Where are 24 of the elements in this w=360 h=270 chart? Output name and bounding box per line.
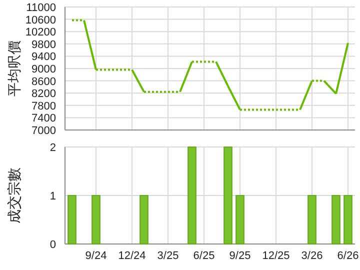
y-tick-label: 8600 — [32, 76, 56, 88]
y-tick-label: 9000 — [32, 64, 56, 76]
y-tick-label: 2 — [50, 142, 56, 154]
y-tick-label: 7800 — [32, 100, 56, 112]
y-tick-label: 7000 — [32, 125, 56, 137]
y-axis-title: 成交宗數 — [6, 168, 22, 224]
y-tick-label: 10200 — [25, 26, 56, 39]
x-tick-label: 9/25 — [229, 250, 251, 262]
x-tick-label: 6/26 — [337, 250, 359, 262]
y-tick-label: 9400 — [32, 51, 56, 64]
x-tick-label: 6/25 — [193, 250, 215, 262]
y-tick-label: 0 — [50, 239, 56, 251]
y-tick-label: 10600 — [25, 14, 56, 26]
y-axis-title: 平均呎價 — [6, 40, 22, 96]
x-tick-label: 3/25 — [157, 250, 179, 262]
y-tick-label: 7400 — [32, 112, 56, 125]
y-tick-label: 9800 — [32, 38, 56, 51]
y-tick-label: 1 — [50, 190, 56, 202]
y-tick-label: 11000 — [26, 2, 56, 14]
y-tick-label: 8200 — [32, 88, 56, 100]
x-tick-label: 12/24 — [118, 250, 146, 262]
x-tick-label: 9/24 — [85, 250, 107, 262]
x-tick-label: 12/25 — [262, 250, 290, 262]
x-tick-label: 3/26 — [301, 250, 323, 262]
